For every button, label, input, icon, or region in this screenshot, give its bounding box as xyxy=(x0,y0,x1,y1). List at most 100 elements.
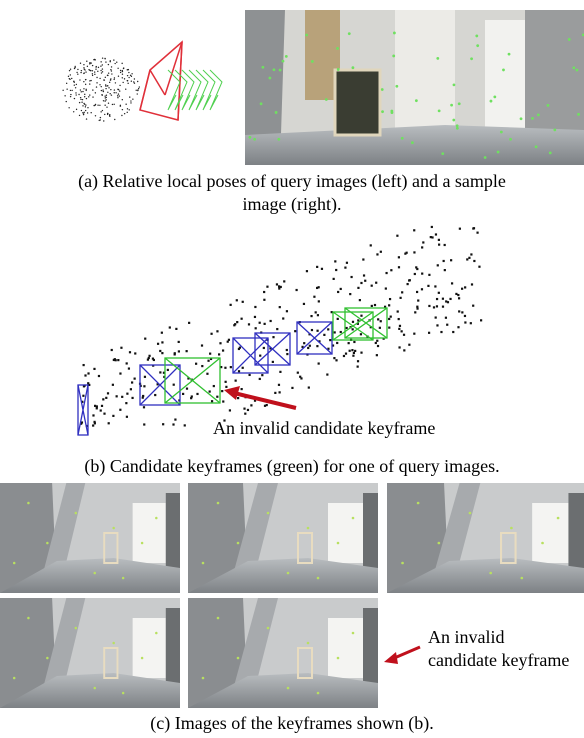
point xyxy=(434,316,437,319)
point xyxy=(66,88,68,90)
point xyxy=(263,290,266,294)
point xyxy=(144,337,147,340)
point xyxy=(109,61,111,63)
point xyxy=(336,317,339,320)
point xyxy=(105,396,108,399)
point xyxy=(99,104,101,107)
point xyxy=(108,81,111,84)
point xyxy=(278,287,281,290)
point xyxy=(90,79,92,82)
point xyxy=(398,346,401,349)
point xyxy=(259,354,262,357)
point xyxy=(127,367,131,370)
point xyxy=(174,418,177,421)
keyframe-diagonals xyxy=(344,307,388,339)
point xyxy=(99,116,102,119)
point xyxy=(388,326,391,329)
point xyxy=(445,300,448,303)
point xyxy=(67,75,70,78)
annotation: candidate keyframe xyxy=(428,650,569,670)
point xyxy=(69,74,72,76)
point xyxy=(79,89,82,91)
point xyxy=(100,89,103,92)
point xyxy=(62,89,64,91)
point xyxy=(173,353,176,356)
point xyxy=(225,385,228,388)
point xyxy=(159,349,162,353)
point xyxy=(413,229,416,232)
point xyxy=(84,106,87,108)
point xyxy=(73,81,75,83)
point xyxy=(470,253,473,256)
keyframe-box xyxy=(332,311,374,341)
point xyxy=(398,327,401,330)
point xyxy=(103,412,106,415)
point xyxy=(93,367,96,371)
point xyxy=(307,386,310,389)
point xyxy=(90,62,92,64)
point xyxy=(246,408,250,412)
point xyxy=(89,62,91,64)
point xyxy=(229,303,232,306)
point xyxy=(116,95,119,97)
point xyxy=(313,295,316,298)
point xyxy=(103,120,105,122)
point xyxy=(397,317,400,321)
point xyxy=(254,327,257,330)
point xyxy=(110,78,112,80)
point xyxy=(85,71,87,73)
keyframe-diagonals xyxy=(139,364,181,406)
point xyxy=(100,404,104,407)
point xyxy=(101,93,103,96)
point xyxy=(283,280,286,283)
point xyxy=(210,332,213,335)
point xyxy=(291,386,294,390)
point xyxy=(175,327,178,330)
point xyxy=(148,354,151,357)
point xyxy=(88,383,91,387)
point xyxy=(444,316,448,319)
point xyxy=(397,266,401,269)
point xyxy=(84,83,87,86)
point xyxy=(105,87,107,90)
point xyxy=(80,91,82,93)
point xyxy=(333,357,336,360)
point xyxy=(332,277,335,280)
point xyxy=(450,259,453,262)
caption: (c) Images of the keyframes shown (b). xyxy=(150,713,433,734)
point xyxy=(438,243,441,246)
point xyxy=(356,365,359,368)
point xyxy=(107,422,110,425)
point xyxy=(216,330,219,333)
point xyxy=(97,66,100,69)
point xyxy=(228,409,232,412)
point xyxy=(269,347,272,350)
point xyxy=(443,243,446,247)
point xyxy=(101,64,104,66)
point xyxy=(416,307,419,310)
point xyxy=(370,304,373,308)
point xyxy=(137,87,140,90)
point xyxy=(160,331,163,334)
point xyxy=(216,395,219,398)
point xyxy=(104,84,107,86)
point xyxy=(265,403,268,407)
point xyxy=(95,68,97,70)
point xyxy=(457,293,460,297)
point xyxy=(473,259,476,263)
point xyxy=(79,62,82,64)
point xyxy=(104,100,106,102)
point xyxy=(125,415,129,418)
point xyxy=(441,297,445,300)
point xyxy=(329,339,332,342)
point xyxy=(177,350,180,353)
point xyxy=(93,71,96,73)
point xyxy=(413,332,416,335)
point xyxy=(351,349,354,352)
point xyxy=(121,73,124,75)
point xyxy=(69,68,72,70)
point xyxy=(161,352,164,355)
point xyxy=(129,96,131,98)
point xyxy=(85,104,87,106)
query-camera xyxy=(139,40,183,121)
